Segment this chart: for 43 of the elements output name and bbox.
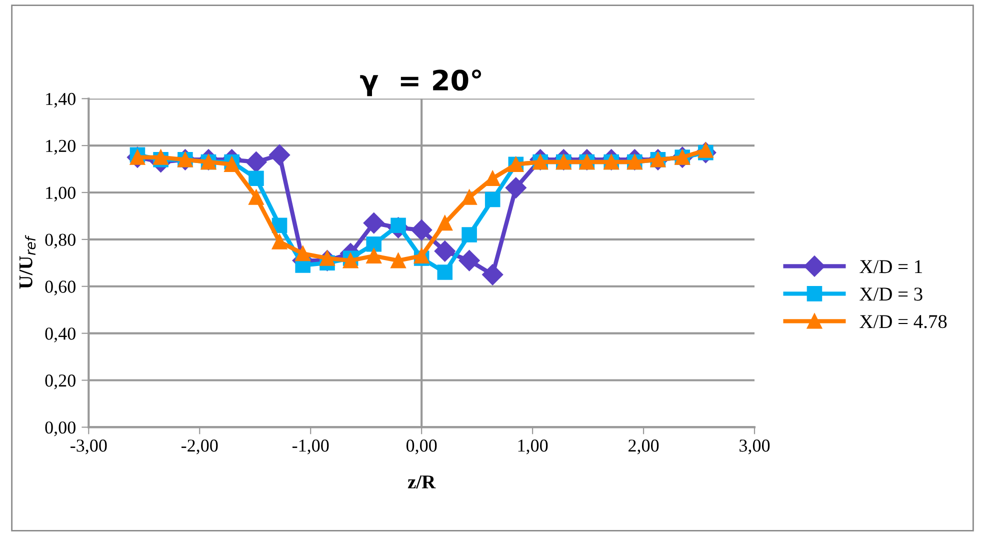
chart-title: γ = 20° (360, 69, 482, 96)
y-tick-label: 1,20 (46, 140, 76, 155)
x-tick-label: 0,00 (406, 440, 437, 454)
legend-label: X/D = 3 (860, 288, 922, 301)
point (248, 170, 264, 186)
point (246, 151, 267, 173)
point (295, 246, 310, 262)
y-tick-label: 0,80 (45, 234, 76, 248)
x-tick-label: -2,00 (181, 440, 218, 454)
x-tick-label: 2,00 (628, 440, 659, 454)
y-tick-label: 1,00 (46, 186, 76, 202)
legend-label: X/D = 4.78 (860, 315, 947, 328)
x-tick-label: -3,00 (70, 440, 107, 454)
x-tick-label: 1,00 (518, 440, 548, 454)
point (272, 234, 288, 250)
point (484, 192, 500, 208)
point (484, 170, 500, 186)
point (269, 144, 290, 166)
y-tick-label: 0,40 (45, 328, 76, 342)
point (505, 177, 526, 198)
point (458, 250, 480, 272)
x-tick-label: 3,00 (740, 440, 770, 454)
point (437, 215, 453, 231)
point (482, 264, 504, 286)
point (390, 252, 406, 268)
point (366, 248, 382, 264)
y-tick-label: 0,20 (45, 374, 76, 390)
y-tick-label: 1,40 (46, 92, 76, 108)
legend-label: X/D = 1 (860, 260, 922, 274)
point (363, 212, 384, 234)
point (437, 264, 453, 280)
point (434, 240, 456, 262)
y-tick-label: 0,60 (45, 280, 76, 296)
y-tick-label: 0,00 (45, 421, 76, 436)
point (462, 190, 477, 205)
x-tick-label: -1,00 (292, 440, 329, 454)
x-axis-title: z/R (408, 476, 436, 488)
point (320, 250, 335, 266)
point (411, 220, 432, 241)
point (248, 190, 264, 205)
y-axis-title: U/U$_{ref}$ (19, 235, 36, 289)
point (462, 227, 477, 242)
point (366, 236, 382, 252)
